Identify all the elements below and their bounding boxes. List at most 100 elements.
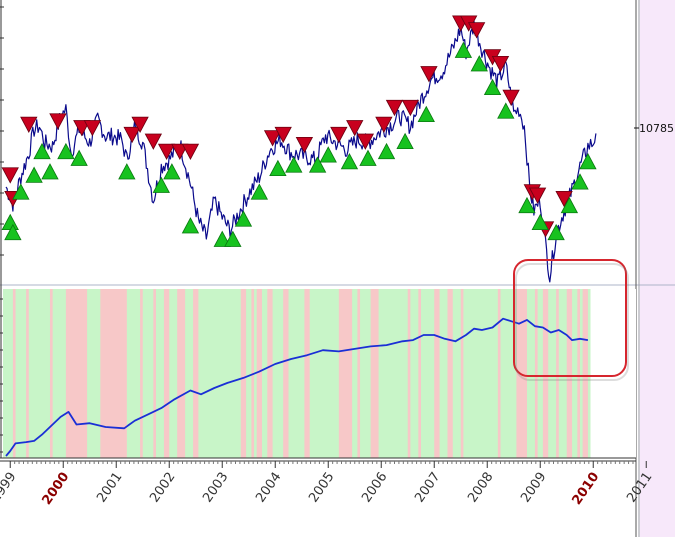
x-tick-label: 2001	[94, 470, 125, 506]
loss-band	[283, 289, 289, 458]
loss-band	[49, 289, 53, 458]
price-line	[5, 20, 597, 283]
sell-signal-marker	[295, 136, 314, 154]
sell-signal-marker	[123, 126, 141, 144]
buy-signal-marker	[269, 159, 287, 177]
sell-signal-marker	[274, 126, 292, 144]
sell-signal-marker	[420, 66, 438, 83]
buy-signal-marker	[57, 142, 75, 160]
loss-band	[418, 289, 421, 458]
x-tick-label: 2000	[39, 470, 72, 508]
buy-signal-marker	[579, 153, 597, 170]
sell-signal-marker	[346, 120, 364, 137]
sell-signal-marker	[83, 120, 102, 137]
loss-band	[240, 289, 247, 458]
buy-signal-marker	[4, 223, 22, 241]
signal-marker-layer	[1, 15, 597, 247]
loss-band	[65, 289, 88, 458]
overlay-layer	[513, 259, 629, 381]
sell-signal-marker	[181, 143, 200, 160]
price-layer: 10785.1	[5, 20, 675, 283]
buy-signal-marker	[531, 213, 549, 231]
sell-signal-marker	[528, 187, 547, 204]
loss-band	[407, 289, 411, 458]
buy-signal-marker	[560, 196, 579, 214]
x-tick-label: 2008	[465, 470, 496, 506]
buy-signal-marker	[12, 183, 30, 200]
highlight-box-shadow	[515, 263, 629, 381]
sell-signal-marker	[330, 126, 348, 144]
buy-signal-marker	[41, 163, 59, 180]
equity-layer	[5, 317, 589, 457]
sell-signal-marker	[49, 113, 67, 130]
loss-band	[497, 289, 501, 458]
loss-band	[12, 289, 16, 458]
loss-band	[267, 289, 273, 458]
buy-signal-marker	[571, 173, 589, 190]
equity-curve	[5, 317, 589, 457]
sell-signal-marker	[263, 130, 282, 147]
sell-signal-marker	[491, 55, 510, 73]
loss-band	[556, 289, 559, 458]
buy-signal-marker	[497, 102, 515, 119]
buy-signal-marker	[25, 166, 43, 183]
x-tick-label: 2007	[412, 470, 443, 506]
price-panel-background	[0, 0, 636, 283]
buy-signal-marker	[319, 146, 337, 163]
loss-band	[256, 289, 262, 458]
buy-signal-marker	[308, 156, 327, 173]
buy-signal-marker	[396, 132, 414, 150]
buy-signal-marker	[470, 55, 488, 72]
buy-signal-marker	[547, 223, 565, 241]
profit-band	[3, 289, 591, 458]
loss-band	[582, 289, 588, 458]
sell-signal-marker	[356, 133, 375, 150]
buy-signal-marker	[359, 149, 377, 166]
sell-signal-marker	[171, 143, 189, 160]
sell-signal-marker	[385, 99, 404, 117]
buy-signal-marker	[234, 210, 253, 227]
loss-band	[447, 289, 453, 458]
loss-band	[357, 289, 361, 458]
x-tick-label: 2009	[518, 470, 549, 506]
highlight-box	[513, 259, 627, 377]
sell-signal-marker	[144, 133, 163, 150]
buy-signal-marker	[224, 230, 242, 247]
sell-signal-marker	[555, 190, 573, 208]
buy-signal-marker	[250, 183, 269, 200]
x-tick-label: 2002	[147, 470, 178, 506]
equity-band-layer	[0, 289, 636, 459]
loss-band	[140, 289, 143, 458]
buy-signal-marker	[483, 78, 502, 96]
buy-signal-marker	[181, 217, 200, 234]
buy-signal-marker	[70, 149, 88, 166]
buy-signal-marker	[340, 153, 359, 170]
loss-band	[534, 289, 538, 458]
sell-signal-marker	[375, 116, 393, 133]
buy-signal-marker	[213, 230, 231, 247]
loss-band	[566, 289, 573, 458]
buy-signal-marker	[118, 163, 136, 180]
loss-band	[153, 289, 156, 458]
buy-signal-marker	[285, 156, 303, 173]
sell-signal-marker	[401, 99, 420, 117]
loss-band	[163, 289, 170, 458]
buy-signal-marker	[518, 196, 536, 214]
loss-band	[338, 289, 353, 458]
last-value-label: 10785.1	[639, 122, 675, 135]
sell-signal-marker	[157, 143, 176, 160]
buy-signal-marker	[417, 105, 435, 123]
x-tick-label: 2006	[359, 470, 390, 506]
x-tick-label: 2004	[253, 470, 284, 506]
sell-signal-marker	[502, 89, 520, 106]
sell-signal-marker	[1, 167, 19, 184]
x-axis: 1999 2000 2001 2002 2003 2004 2005 2006 2007 2008…	[0, 460, 656, 508]
loss-band	[434, 289, 440, 458]
future-region-background	[640, 0, 675, 537]
loss-band	[577, 289, 580, 458]
sell-signal-marker	[73, 120, 91, 137]
loss-band	[304, 289, 310, 458]
sell-signal-marker	[131, 116, 149, 133]
